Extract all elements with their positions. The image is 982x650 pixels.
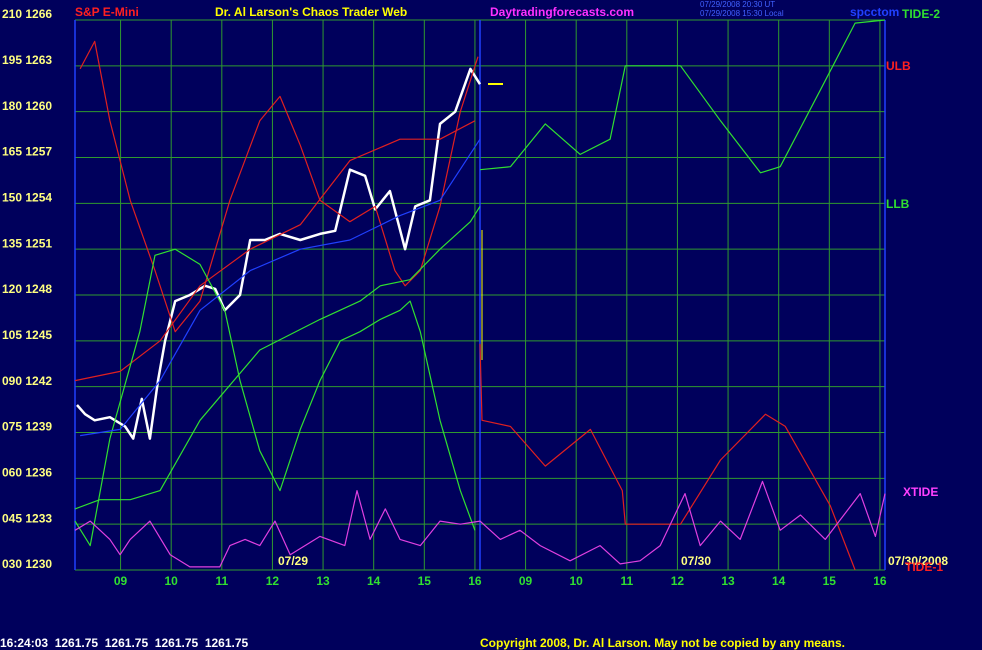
timestamp-local: 07/29/2008 15:30 Local bbox=[700, 9, 784, 18]
y-tick-label: 120 1248 bbox=[2, 282, 52, 296]
series-line bbox=[74, 206, 481, 510]
series-label: ULB bbox=[886, 59, 911, 73]
series-line bbox=[74, 248, 476, 547]
x-tick-label: 16 bbox=[468, 574, 482, 588]
timestamp-ut: 07/29/2008 20:30 UT bbox=[700, 0, 775, 9]
y-tick-label: 210 1266 bbox=[2, 7, 52, 21]
series-label: TIDE-2 bbox=[902, 7, 940, 21]
y-tick-label: 180 1260 bbox=[2, 99, 52, 113]
y-tick-label: 165 1257 bbox=[2, 145, 52, 159]
series-label: XTIDE bbox=[903, 485, 938, 499]
series-label: LLB bbox=[886, 197, 910, 211]
y-tick-label: 030 1230 bbox=[2, 557, 52, 571]
x-tick-label: 12 bbox=[266, 574, 280, 588]
series-line bbox=[80, 138, 481, 437]
x-tick-label: 11 bbox=[620, 574, 633, 588]
date-label: 07/30 bbox=[681, 554, 711, 568]
x-tick-label: 16 bbox=[873, 574, 887, 588]
series-label: TIDE-1 bbox=[905, 560, 943, 574]
x-tick-label: 15 bbox=[418, 574, 432, 588]
series-line bbox=[76, 67, 482, 440]
site-label: Daytradingforecasts.com bbox=[490, 5, 634, 19]
series-line bbox=[74, 480, 886, 568]
x-tick-label: 12 bbox=[671, 574, 685, 588]
y-tick-label: 150 1254 bbox=[2, 191, 52, 205]
date-label: 07/30/2008 bbox=[888, 554, 948, 568]
x-tick-label: 09 bbox=[519, 574, 533, 588]
x-tick-label: 11 bbox=[215, 574, 228, 588]
x-tick-label: 10 bbox=[165, 574, 179, 588]
x-tick-label: 15 bbox=[823, 574, 837, 588]
y-tick-label: 090 1242 bbox=[2, 374, 52, 388]
copyright: Copyright 2008, Dr. Al Larson. May not b… bbox=[480, 636, 845, 650]
y-tick-label: 060 1236 bbox=[2, 466, 52, 480]
chart-title: Dr. Al Larson's Chaos Trader Web bbox=[215, 5, 407, 19]
quote-line: 16:24:03 1261.75 1261.75 1261.75 1261.75 bbox=[0, 636, 249, 650]
series-group bbox=[74, 19, 886, 571]
y-tick-label: 135 1251 bbox=[2, 236, 52, 250]
date-label: 07/29 bbox=[278, 554, 308, 568]
x-tick-label: 13 bbox=[721, 574, 735, 588]
series-line bbox=[479, 343, 856, 571]
x-tick-label: 13 bbox=[316, 574, 330, 588]
corner-label: spcctom bbox=[850, 5, 899, 19]
x-tick-label: 14 bbox=[367, 574, 381, 588]
y-tick-label: 075 1239 bbox=[2, 420, 52, 434]
y-tick-label: 045 1233 bbox=[2, 511, 52, 525]
y-tick-label: 105 1245 bbox=[2, 328, 52, 342]
series-line bbox=[479, 19, 886, 174]
series-line bbox=[79, 40, 479, 333]
x-tick-label: 10 bbox=[570, 574, 584, 588]
x-tick-label: 14 bbox=[772, 574, 786, 588]
series-line bbox=[74, 120, 476, 382]
y-tick-label: 195 1263 bbox=[2, 53, 52, 67]
subtitle: S&P E-Mini bbox=[75, 5, 139, 19]
x-tick-label: 09 bbox=[114, 574, 128, 588]
